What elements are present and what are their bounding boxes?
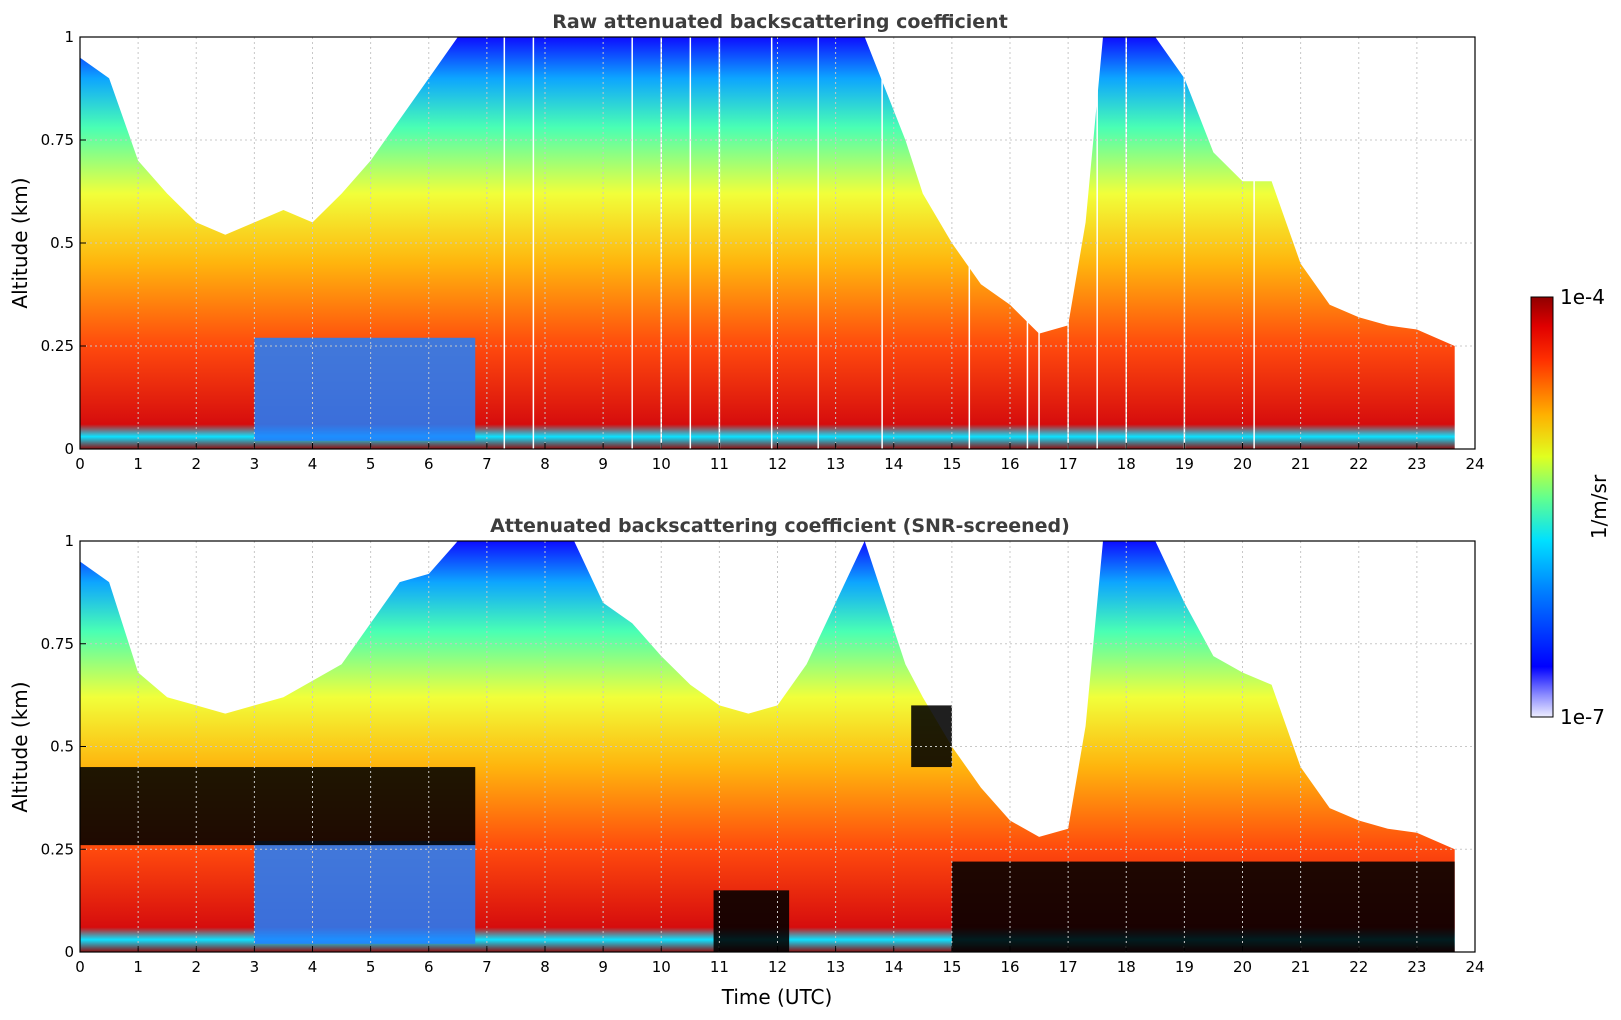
- x-tick-label: 5: [366, 958, 376, 976]
- x-tick-label: 21: [1291, 455, 1310, 473]
- y-tick-label: 0.25: [41, 337, 74, 355]
- x-tick-label: 21: [1291, 958, 1310, 976]
- y-tick-label: 0.5: [50, 738, 74, 756]
- clear-air-region: [254, 337, 476, 441]
- x-tick-label: 10: [652, 958, 671, 976]
- colorbar-min-label: 1e-7: [1560, 705, 1605, 729]
- screened-region: [911, 705, 952, 768]
- colorbar-unit-label: 1/m/sr: [1587, 474, 1611, 539]
- x-tick-label: 10: [652, 455, 671, 473]
- clear-air-region: [254, 841, 476, 944]
- x-tick-label: 19: [1175, 958, 1194, 976]
- x-tick-label: 13: [826, 455, 845, 473]
- x-tick-label: 15: [942, 455, 961, 473]
- x-tick-label: 22: [1349, 455, 1368, 473]
- x-tick-label: 5: [366, 455, 376, 473]
- x-tick-label: 7: [482, 958, 492, 976]
- x-tick-label: 24: [1465, 455, 1484, 473]
- x-tick-label: 4: [308, 958, 318, 976]
- x-tick-label: 17: [1059, 455, 1078, 473]
- y-tick-label: 0.5: [50, 234, 74, 252]
- y-tick-label: 0.75: [41, 635, 74, 653]
- y-tick-label: 0.25: [41, 840, 74, 858]
- x-tick-label: 19: [1175, 455, 1194, 473]
- x-tick-label: 4: [308, 455, 318, 473]
- x-tick-label: 1: [133, 455, 143, 473]
- y-tick-label: 0.75: [41, 131, 74, 149]
- chart-title: Attenuated backscattering coefficient (S…: [490, 515, 1070, 537]
- x-tick-label: 16: [1000, 958, 1019, 976]
- panel-raw: Raw attenuated backscattering coefficien…: [8, 11, 1485, 473]
- x-tick-label: 3: [250, 455, 260, 473]
- screened-region: [713, 890, 790, 952]
- x-tick-label: 14: [884, 958, 903, 976]
- x-tick-label: 2: [191, 958, 201, 976]
- grid-layer: [80, 37, 1475, 449]
- x-tick-label: 13: [826, 958, 845, 976]
- x-tick-label: 18: [1117, 958, 1136, 976]
- x-tick-label: 0: [75, 958, 85, 976]
- y-axis-label: Altitude (km): [8, 177, 32, 308]
- x-axis-label: Time (UTC): [721, 985, 833, 1009]
- x-tick-label: 9: [598, 455, 608, 473]
- y-axis-label: Altitude (km): [8, 681, 32, 812]
- x-tick-label: 14: [884, 455, 903, 473]
- x-tick-label: 11: [710, 958, 729, 976]
- y-tick-label: 1: [64, 28, 74, 46]
- x-ticks: 0 1 2 3 4 5 6 7 8 9 10 11 12 13 14 15 16 17 18 19 20 21 22 23 24: [75, 443, 1485, 473]
- x-tick-label: 20: [1233, 958, 1252, 976]
- y-tick-label: 0: [64, 440, 74, 458]
- x-tick-label: 20: [1233, 455, 1252, 473]
- x-tick-label: 0: [75, 455, 85, 473]
- x-tick-label: 18: [1117, 455, 1136, 473]
- x-tick-label: 11: [710, 455, 729, 473]
- x-tick-label: 24: [1465, 958, 1484, 976]
- y-ticks: 0 0.25 0.5 0.75 1: [41, 28, 86, 458]
- x-tick-label: 23: [1407, 958, 1426, 976]
- x-tick-label: 22: [1349, 958, 1368, 976]
- x-tick-label: 17: [1059, 958, 1078, 976]
- x-tick-label: 12: [768, 455, 787, 473]
- x-tick-label: 2: [191, 455, 201, 473]
- grid-layer: [80, 541, 1475, 952]
- x-tick-label: 7: [482, 455, 492, 473]
- x-tick-label: 6: [424, 455, 434, 473]
- y-tick-label: 1: [64, 532, 74, 550]
- screened-region: [951, 861, 1455, 952]
- x-tick-label: 23: [1407, 455, 1426, 473]
- x-tick-label: 16: [1000, 455, 1019, 473]
- y-tick-label: 0: [64, 943, 74, 961]
- screened-region: [80, 767, 476, 846]
- x-ticks: 0 1 2 3 4 5 6 7 8 9 10 11 12 13 14 15 16 17 18 19 20 21 22 23 24: [75, 946, 1485, 976]
- colorbar-max-label: 1e-4: [1560, 285, 1605, 309]
- x-tick-label: 8: [540, 958, 550, 976]
- x-tick-label: 1: [133, 958, 143, 976]
- x-tick-label: 6: [424, 958, 434, 976]
- colorbar: 1e-4 1e-7 1/m/sr: [1530, 285, 1611, 729]
- x-tick-label: 12: [768, 958, 787, 976]
- x-tick-label: 3: [250, 958, 260, 976]
- chart-title: Raw attenuated backscattering coefficien…: [552, 11, 1008, 33]
- x-tick-label: 9: [598, 958, 608, 976]
- y-ticks: 0 0.25 0.5 0.75 1: [41, 532, 86, 961]
- panel-screened: Attenuated backscattering coefficient (S…: [8, 515, 1485, 1009]
- colorbar-gradient: [1530, 296, 1554, 718]
- x-tick-label: 8: [540, 455, 550, 473]
- x-tick-label: 15: [942, 958, 961, 976]
